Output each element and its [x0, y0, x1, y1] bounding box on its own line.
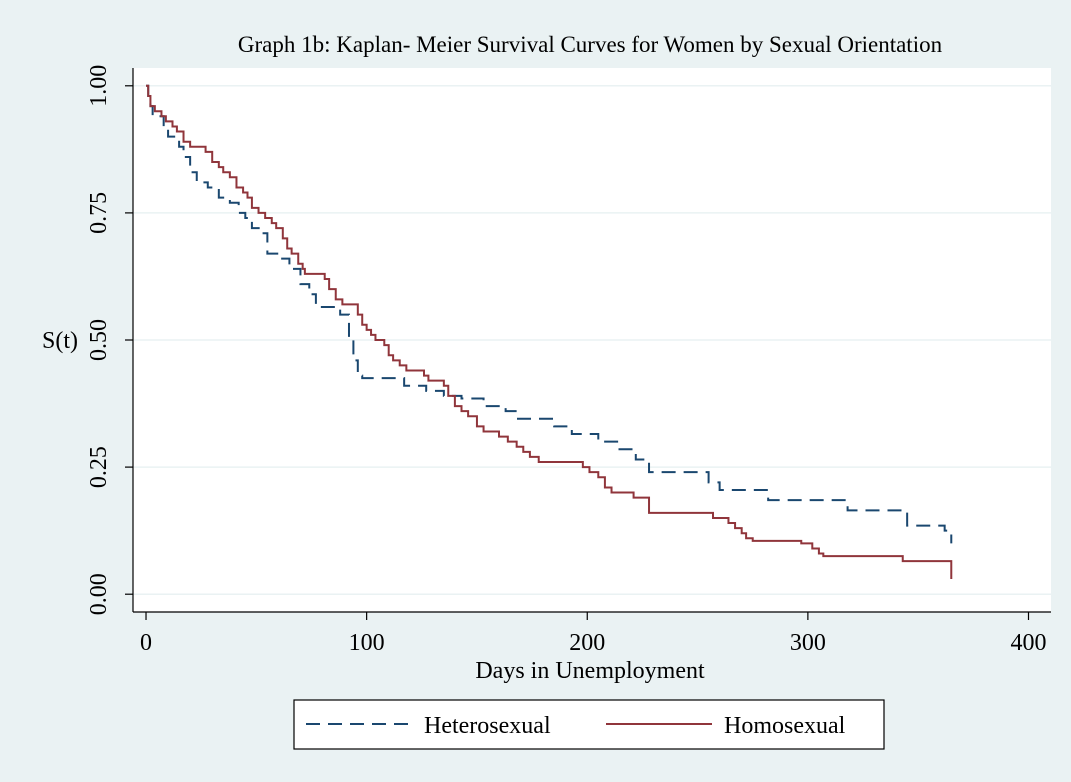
x-tick-label: 400 — [1010, 630, 1046, 656]
y-tick-label: 0.50 — [86, 319, 112, 361]
survival-line — [146, 84, 953, 544]
chart-title: Graph 1b: Kaplan- Meier Survival Curves … — [238, 32, 943, 57]
legend-label: Homosexual — [724, 713, 846, 739]
legend-label: Heterosexual — [424, 713, 551, 739]
x-axis-label: Days in Unemployment — [475, 658, 705, 684]
y-tick-label: 0.75 — [86, 192, 112, 234]
y-tick-label: 0.25 — [86, 446, 112, 488]
x-tick-label: 100 — [349, 630, 385, 656]
x-tick-label: 0 — [140, 630, 152, 656]
y-tick-label: 0.00 — [86, 573, 112, 615]
legend — [293, 699, 885, 750]
x-tick-label: 200 — [569, 630, 605, 656]
x-tick-label: 300 — [790, 630, 826, 656]
y-axis-label: S(t) — [42, 328, 78, 354]
y-tick-label: 1.00 — [86, 65, 112, 107]
survival-line — [146, 84, 953, 579]
